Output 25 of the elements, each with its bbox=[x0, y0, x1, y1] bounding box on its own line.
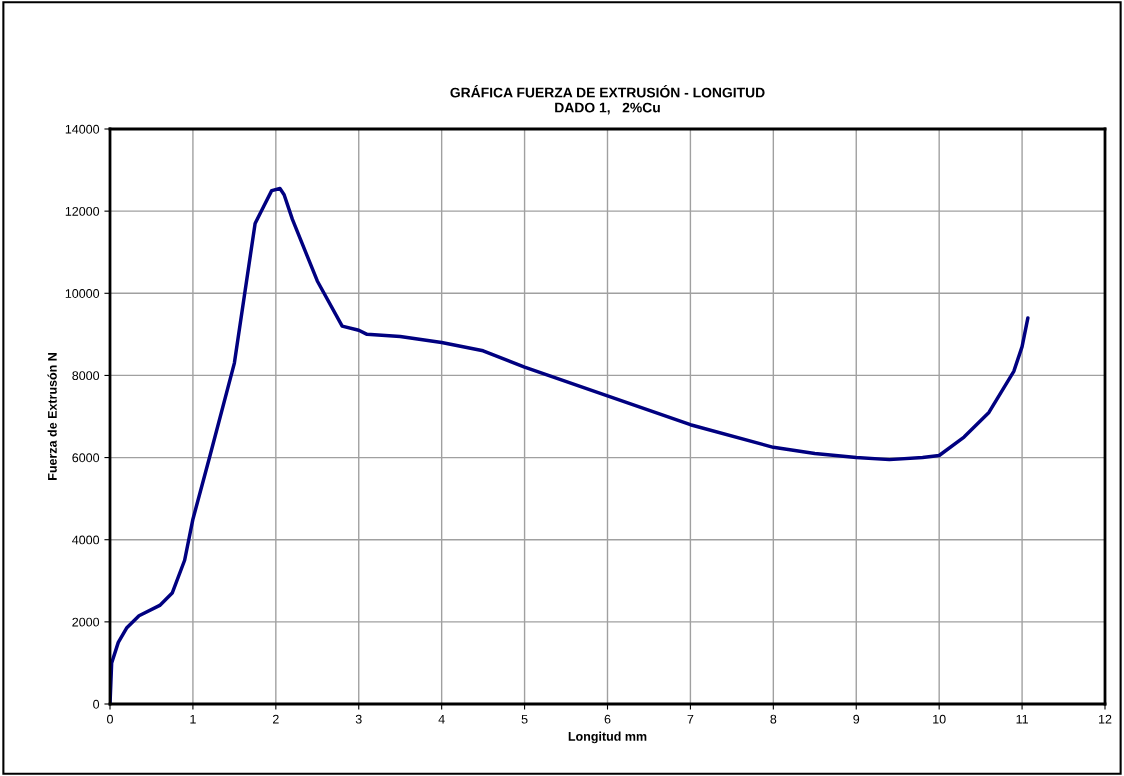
chart-title: GRÁFICA FUERZA DE EXTRUSIÓN - LONGITUD DADO 1, 2%Cu bbox=[450, 85, 765, 115]
y-tick-label: 0 bbox=[93, 699, 100, 709]
x-tick-label: 9 bbox=[853, 714, 860, 724]
x-tick-label: 12 bbox=[1099, 714, 1112, 724]
x-tick-label: 0 bbox=[107, 714, 113, 724]
x-tick-label: 1 bbox=[190, 714, 196, 724]
y-tick-label: 8000 bbox=[72, 371, 100, 381]
y-tick-label: 10000 bbox=[65, 289, 100, 298]
x-tick-label: 10 bbox=[933, 714, 946, 724]
y-tick-label: 12000 bbox=[65, 206, 100, 216]
x-tick-label: 5 bbox=[521, 714, 528, 724]
x-tick-label: 6 bbox=[604, 714, 611, 724]
x-tick-label: 4 bbox=[438, 714, 445, 724]
y-axis-title: Fuerza de Extrusón N bbox=[47, 353, 57, 480]
y-tick-label: 14000 bbox=[65, 124, 100, 134]
x-tick-label: 7 bbox=[687, 714, 694, 724]
x-tick-label: 11 bbox=[1016, 714, 1028, 724]
x-tick-label: 2 bbox=[272, 714, 279, 724]
line-series bbox=[110, 186, 1030, 704]
x-tick-label: 8 bbox=[770, 714, 777, 724]
x-tick-label: 3 bbox=[355, 714, 362, 724]
x-axis-title: Longitud mm bbox=[568, 731, 647, 744]
y-tick-label: 4000 bbox=[72, 535, 100, 545]
y-tick-label: 2000 bbox=[72, 617, 100, 627]
y-tick-label: 6000 bbox=[72, 453, 100, 463]
